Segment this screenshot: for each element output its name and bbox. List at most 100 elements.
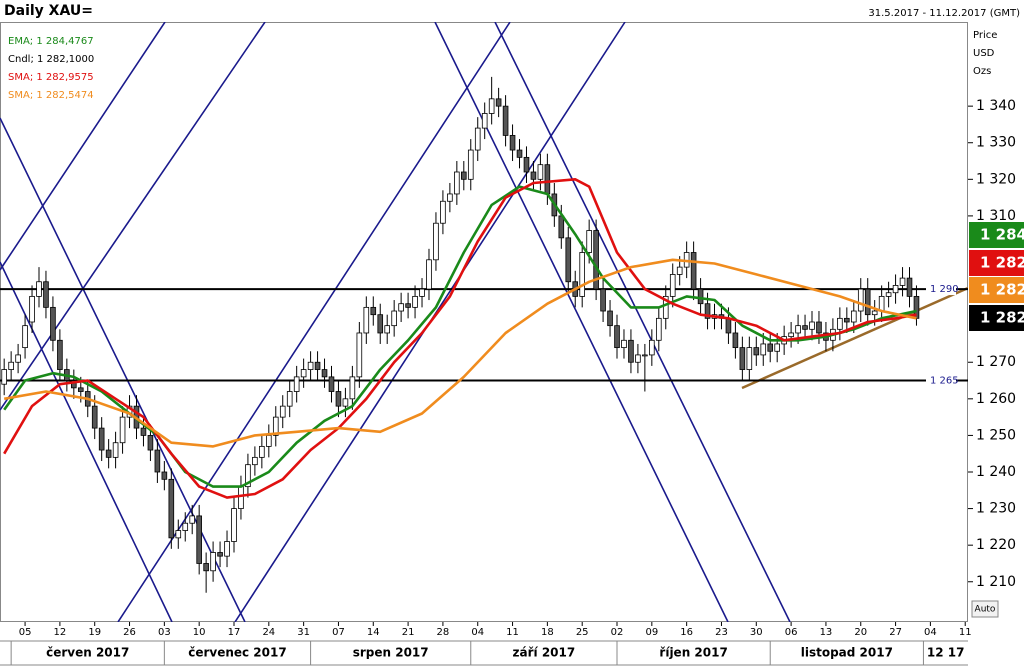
x-tick-label: 09 — [645, 627, 658, 638]
candle-body — [816, 321, 822, 334]
candle-body — [259, 445, 265, 458]
month-label: 12 17 — [927, 646, 965, 660]
candle-body — [203, 563, 209, 572]
candle-body — [447, 193, 453, 202]
month-label: říjen 2017 — [659, 646, 727, 660]
candle-body — [147, 435, 154, 451]
candle-body — [662, 295, 669, 319]
candle-body — [377, 314, 384, 334]
candle-body — [335, 391, 342, 407]
candle-body — [419, 288, 425, 297]
month-label: září 2017 — [513, 646, 576, 660]
candle-body — [1, 369, 7, 385]
candle-body — [579, 252, 585, 297]
axis-label: USD — [973, 48, 995, 59]
x-tick-label: 11 — [506, 627, 519, 638]
trend-line — [0, 22, 266, 411]
candle-body — [593, 230, 599, 290]
auto-scale-label[interactable]: Auto — [975, 605, 996, 615]
auto-scale-button[interactable] — [971, 600, 999, 618]
legend-entry: EMA; 1 284,4767 — [8, 36, 94, 47]
candle-body — [293, 376, 300, 392]
candle-body — [844, 317, 850, 323]
candle-body — [474, 127, 481, 151]
candle-body — [140, 427, 147, 436]
candle-body — [495, 98, 502, 107]
candle-body — [795, 325, 801, 334]
candle-body — [217, 552, 223, 557]
y-tick-label: 1 230 — [976, 501, 1016, 517]
candle-body — [850, 310, 857, 323]
candle-body — [189, 515, 196, 524]
candle-body — [29, 295, 35, 323]
candle-body — [502, 105, 509, 136]
candle-body — [224, 541, 230, 557]
candle-body — [809, 321, 815, 330]
candle-body — [857, 288, 864, 312]
candle-body — [565, 237, 572, 283]
y-tick-label: 1 210 — [976, 574, 1016, 590]
legend-entry: Cndl; 1 282,1000 — [8, 54, 94, 65]
candle-body — [321, 369, 328, 378]
trend-line — [0, 22, 166, 271]
candle-body — [600, 288, 606, 312]
candle-body — [307, 361, 314, 370]
x-tick-label: 26 — [123, 627, 136, 638]
candle-body — [231, 508, 237, 542]
candle-body — [885, 292, 892, 297]
x-tick-label: 27 — [889, 627, 902, 638]
candle-body — [8, 361, 14, 370]
candle-body — [509, 135, 516, 151]
candle-body — [802, 325, 808, 330]
candle-body — [210, 552, 216, 572]
candle-body — [516, 149, 523, 158]
x-tick-label: 06 — [785, 627, 798, 638]
trend-line — [117, 22, 511, 622]
candle-body — [349, 376, 356, 400]
candle-body — [697, 288, 704, 305]
candle-body — [252, 456, 258, 466]
last-value-label: 1 282,9 — [980, 254, 1024, 272]
x-tick-label: 19 — [88, 627, 101, 638]
candle-body — [725, 317, 732, 334]
candle-body — [649, 339, 655, 356]
month-label: srpen 2017 — [353, 646, 429, 660]
x-tick-label: 13 — [820, 627, 833, 638]
x-tick-label: 11 — [959, 627, 972, 638]
candle-body — [537, 164, 544, 180]
candle-body — [676, 266, 683, 275]
candle-body — [760, 343, 767, 356]
candle-body — [154, 449, 161, 473]
x-tick-label: 03 — [158, 627, 171, 638]
candle-body — [168, 478, 175, 539]
x-tick-label: 04 — [924, 627, 937, 638]
candle-body — [412, 295, 418, 308]
level-label: 1 290 — [930, 284, 959, 295]
x-tick-label: 28 — [437, 627, 450, 638]
candle-body — [266, 435, 272, 447]
candle-body — [586, 230, 592, 253]
legend-entry: SMA; 1 282,5474 — [8, 90, 94, 101]
x-tick-label: 25 — [576, 627, 589, 638]
candle-body — [774, 343, 780, 352]
x-tick-label: 21 — [402, 627, 415, 638]
month-label: listopad 2017 — [801, 646, 893, 660]
candle-body — [363, 306, 370, 334]
x-tick-label: 02 — [611, 627, 624, 638]
candle-body — [279, 405, 286, 418]
candle-body — [384, 325, 390, 334]
candle-body — [899, 277, 906, 286]
x-tick-label: 05 — [19, 627, 32, 638]
candle-body — [433, 222, 439, 261]
candle-body — [871, 310, 878, 316]
month-label: červenec 2017 — [188, 646, 287, 660]
candle-body — [488, 98, 495, 114]
candle-body — [864, 288, 871, 316]
candle-body — [906, 277, 913, 297]
support-line — [741, 286, 968, 390]
legend-entry: SMA; 1 282,9575 — [8, 72, 94, 83]
x-tick-label: 23 — [715, 627, 728, 638]
x-tick-label: 17 — [228, 627, 241, 638]
